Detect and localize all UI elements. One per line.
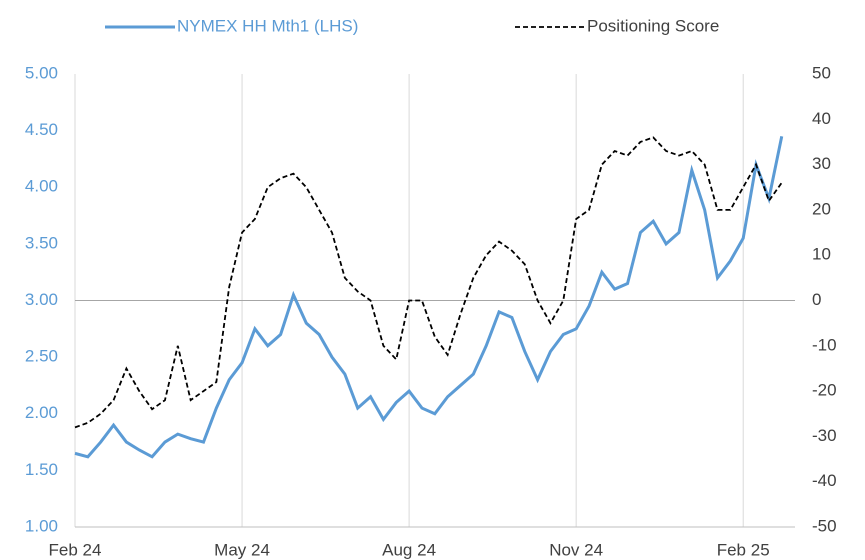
x-tick-label: May 24 [214,540,270,559]
y-tick-label: 3.50 [25,233,58,252]
y-tick-label: 2.50 [25,347,58,366]
series-line [74,135,784,459]
x-tick-label: Aug 24 [382,540,436,559]
y2-tick-label: 50 [812,63,831,82]
y-tick-label: 1.50 [25,460,58,479]
y2-tick-label: -20 [812,381,837,400]
legend-label: Positioning Score [587,16,719,35]
y-tick-label: 5.00 [25,63,58,82]
y-tick-label: 4.50 [25,120,58,139]
y-tick-label: 3.00 [25,290,58,309]
y2-tick-label: 40 [812,109,831,128]
x-tick-label: Nov 24 [549,540,603,559]
y2-tick-label: 30 [812,154,831,173]
y2-tick-label: 0 [812,290,821,309]
y2-tick-label: -30 [812,426,837,445]
y2-tick-label: -50 [812,516,837,535]
x-tick-label: Feb 24 [49,540,102,559]
y2-tick-label: 10 [812,245,831,264]
y2-tick-label: -40 [812,471,837,490]
y-tick-label: 2.00 [25,403,58,422]
y-tick-label: 1.00 [25,516,58,535]
y2-tick-label: -10 [812,335,837,354]
x-tick-label: Feb 25 [717,540,770,559]
y-tick-label: 4.00 [25,177,58,196]
y2-tick-label: 20 [812,199,831,218]
series-line [74,136,783,429]
legend-label: NYMEX HH Mth1 (LHS) [177,16,358,35]
